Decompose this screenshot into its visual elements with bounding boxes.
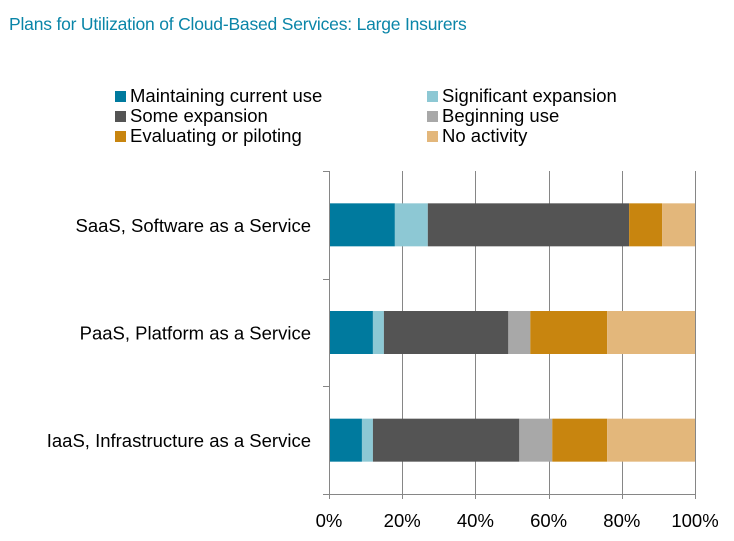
x-tick-label: 20% [384, 510, 421, 531]
legend-item-significant: Significant expansion [427, 86, 617, 106]
legend-swatch [427, 130, 438, 142]
y-category-label: PaaS, Platform as a Service [80, 323, 311, 344]
x-tick-label: 60% [530, 510, 567, 531]
chart-title: Plans for Utilization of Cloud-Based Ser… [9, 14, 467, 34]
x-tick-label: 0% [316, 510, 343, 531]
bar-segment-significant-expansion [361, 418, 373, 462]
legend-label: Evaluating or piloting [130, 125, 302, 146]
bar-segment-some-expansion [427, 203, 630, 247]
legend-swatch [427, 110, 438, 122]
legend-item-maintaining: Maintaining current use [115, 86, 322, 106]
bar-segment-evaluating-or-piloting [552, 418, 608, 462]
bar-segment-significant-expansion [372, 311, 384, 354]
bar-segment-maintaining-current-use [329, 203, 395, 247]
x-tick-label: 80% [603, 510, 640, 531]
legend-swatch [115, 110, 126, 122]
bar-segment-evaluating-or-piloting [629, 203, 663, 247]
x-tick-label: 100% [671, 510, 718, 531]
bar-segment-maintaining-current-use [329, 311, 373, 354]
bar-segment-some-expansion [383, 311, 509, 354]
bar-segment-beginning-use [519, 418, 553, 462]
bar-segment-no-activity [607, 418, 695, 462]
bar-segment-evaluating-or-piloting [530, 311, 608, 354]
legend-swatch [115, 130, 126, 142]
legend-label: Significant expansion [442, 85, 617, 106]
bar-segment-no-activity [662, 203, 695, 247]
legend-label: Maintaining current use [130, 85, 323, 106]
legend-swatch [115, 90, 126, 102]
legend-label: Beginning use [442, 105, 560, 126]
bar-segment-beginning-use [508, 311, 531, 354]
legend-label: No activity [442, 125, 528, 146]
x-tick-label: 40% [457, 510, 494, 531]
bar-segment-significant-expansion [394, 203, 428, 247]
bar-segment-some-expansion [372, 418, 520, 462]
bar-segment-maintaining-current-use [329, 418, 362, 462]
legend-swatch [427, 90, 438, 102]
y-category-label: SaaS, Software as a Service [76, 215, 311, 236]
legend-item-no-activity: No activity [427, 126, 527, 146]
y-category-label: IaaS, Infrastructure as a Service [47, 430, 311, 451]
bar-segment-no-activity [607, 311, 695, 354]
legend-label: Some expansion [130, 105, 268, 126]
legend-item-beginning: Beginning use [427, 106, 559, 126]
legend-item-evaluating: Evaluating or piloting [115, 126, 302, 146]
legend-item-some: Some expansion [115, 106, 268, 126]
